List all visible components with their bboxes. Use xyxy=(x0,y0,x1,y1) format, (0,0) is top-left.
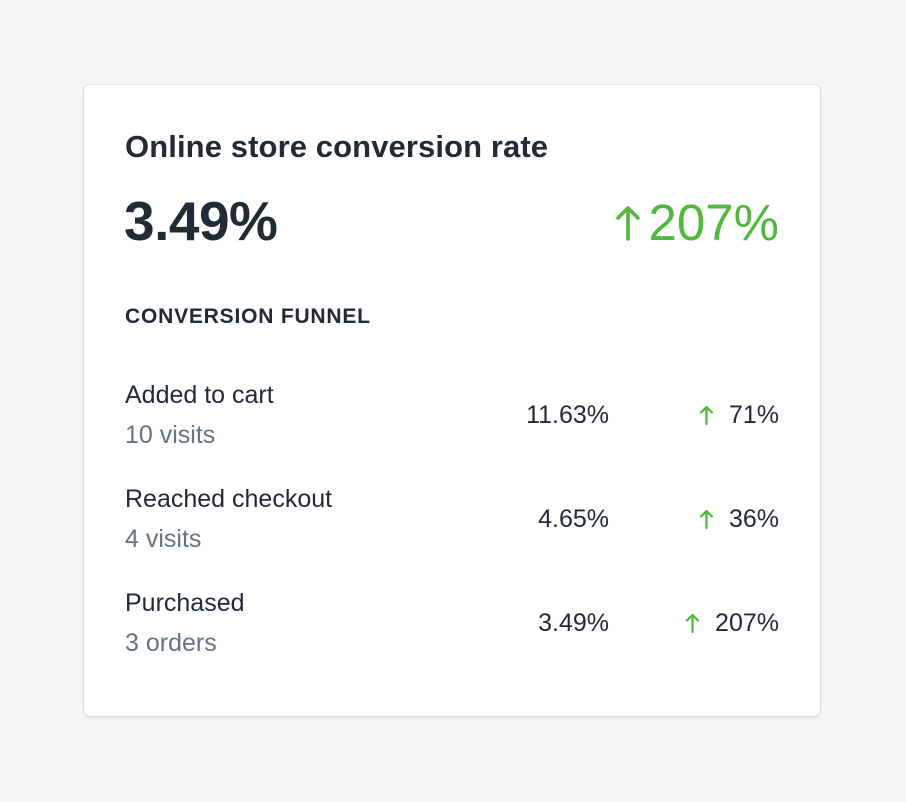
arrow-up-icon xyxy=(699,509,714,529)
funnel-step-label: Purchased xyxy=(125,589,245,617)
funnel-step-change: 71% xyxy=(699,400,779,430)
funnel-step-count: 10 visits xyxy=(125,421,216,449)
funnel-step-change: 207% xyxy=(685,608,779,638)
funnel-row-reached-checkout: Reached checkout 4 visits 4.65% 36% xyxy=(125,484,779,588)
funnel-step-change-value: 71% xyxy=(728,401,779,429)
conversion-funnel: Added to cart 10 visits 11.63% 71% Reach… xyxy=(125,380,779,692)
funnel-row-purchased: Purchased 3 orders 3.49% 207% xyxy=(125,588,779,692)
arrow-up-icon xyxy=(699,405,714,425)
arrow-up-icon xyxy=(685,613,700,633)
funnel-step-change-value: 207% xyxy=(715,609,779,637)
funnel-step-change-value: 36% xyxy=(728,505,779,533)
funnel-step-rate: 4.65% xyxy=(538,505,609,533)
conversion-rate-card: Online store conversion rate 3.49% 207% … xyxy=(84,85,820,716)
conversion-rate-change-value: 207% xyxy=(648,194,779,251)
conversion-rate-change: 207% xyxy=(615,197,779,248)
arrow-up-icon xyxy=(615,205,640,241)
funnel-step-change: 36% xyxy=(699,504,779,534)
funnel-step-count: 3 orders xyxy=(125,629,217,657)
funnel-row-added-to-cart: Added to cart 10 visits 11.63% 71% xyxy=(125,380,779,484)
conversion-rate-value: 3.49% xyxy=(124,190,278,252)
funnel-step-label: Reached checkout xyxy=(125,485,333,513)
funnel-heading: CONVERSION FUNNEL xyxy=(125,305,371,328)
funnel-step-rate: 3.49% xyxy=(538,609,609,637)
funnel-step-count: 4 visits xyxy=(125,525,202,553)
card-title: Online store conversion rate xyxy=(125,129,549,164)
funnel-step-label: Added to cart xyxy=(125,381,274,409)
funnel-step-rate: 11.63% xyxy=(526,401,609,429)
